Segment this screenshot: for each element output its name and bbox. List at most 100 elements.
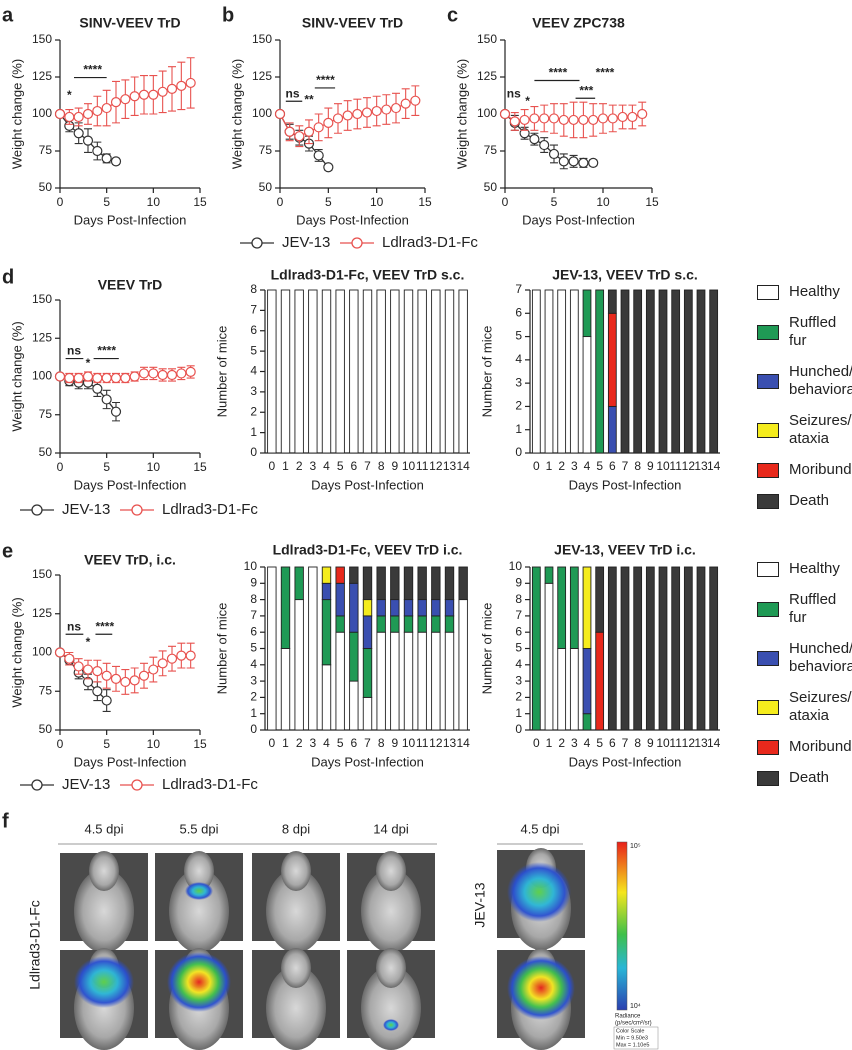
y-tick-label: 125 [252,69,272,83]
data-point [120,676,131,688]
legend-item: Hunched/ behavioral [757,640,852,676]
x-tick-label: 5 [337,459,344,473]
y-tick-label: 50 [39,445,53,459]
legend-swatch [757,650,779,666]
bar-segment [582,566,592,649]
bar-segment [267,289,277,454]
bar-segment [645,566,655,731]
bar-segment [607,312,617,407]
bar-segment [403,566,414,601]
legend-swatch [757,601,779,617]
data-point [390,102,402,114]
data-point [138,89,150,100]
data-point [110,406,122,417]
data-point [342,110,353,121]
x-tick-label: 7 [364,736,371,750]
x-tick-label: 3 [309,459,316,473]
bar-segment [335,631,345,731]
legend-label: Hunched/ behavioral [789,640,852,675]
y-tick-label: 7 [250,608,257,622]
data-point [400,98,411,109]
x-tick-label: 5 [103,460,110,474]
x-tick-label: 6 [350,459,357,473]
y-tick-label: 2 [515,690,522,704]
x-tick-label: 10 [402,736,416,750]
bar-segment [458,566,468,601]
y-axis-label: Number of mice [214,603,229,695]
annotation: * [86,635,91,649]
data-point [185,77,196,89]
bar-segment [403,631,414,731]
x-tick-label: 10 [147,737,161,751]
data-point [371,105,382,117]
bar-segment [362,566,373,601]
x-tick-label: 7 [622,459,629,473]
signal [383,1019,399,1031]
y-tick-label: 5 [250,343,257,357]
bar-segment [582,648,592,715]
bar-segment [362,615,373,649]
bar-segment [658,289,668,454]
data-point [129,91,140,102]
y-axis-label: Number of mice [214,326,229,418]
x-tick-label: 11 [669,459,682,473]
colorbar-title: Radiance [615,1014,641,1020]
x-tick-label: 14 [707,459,721,473]
bar-segment [294,566,304,601]
legend-swatch [757,422,779,438]
data-point [303,126,315,137]
y-axis-label: Number of mice [479,326,494,418]
colorbar-box [613,1026,659,1050]
x-axis-label: Days Post-Infection [296,212,409,227]
x-tick-label: 0 [277,195,284,209]
x-tick-label: 12 [682,736,696,750]
annotation: **** [83,63,102,77]
legend: Healthy Ruffled fur Hunched/ behavioral Sei… [757,560,852,787]
mouse-head [376,948,406,988]
signal [507,862,571,922]
column-label: 4.5 dpi [520,821,559,836]
data-point [82,135,94,146]
bar-segment [390,615,400,633]
legend-marker [31,779,43,791]
legend-marker [131,779,143,791]
annotation: ns [67,344,81,358]
bar-segment [308,289,318,454]
x-tick-label: 10 [147,195,161,209]
annotation: ** [304,92,314,106]
x-tick-label: 10 [147,460,161,474]
bar-segment [280,648,291,731]
data-point [129,675,140,686]
legend-item: Moribund [757,461,852,479]
data-point [120,372,131,384]
data-point [499,108,511,120]
data-point [185,650,196,661]
bar-segment [349,631,359,682]
y-tick-label: 75 [484,143,498,157]
chart-title: VEEV TrD [98,277,163,293]
x-tick-label: 1 [282,736,289,750]
bar-segment [709,566,719,731]
data-point [101,153,112,164]
signal [167,952,231,1012]
legend-label: Ldlrad3-D1-Fc [382,234,478,251]
data-point [539,113,550,124]
bar-segment [544,566,554,584]
data-point [568,114,579,126]
y-tick-label: 3 [250,673,257,687]
legend-label: Ruffled fur [789,591,837,626]
data-point [176,368,187,379]
bar-segment [431,289,441,454]
bar-segment [403,615,414,633]
column-label: 5.5 dpi [179,821,218,836]
x-tick-label: 5 [596,459,603,473]
bar-segment [557,566,567,649]
chart-title: JEV-13, VEEV TrD s.c. [552,267,698,283]
x-tick-label: 8 [378,459,385,473]
data-point [539,139,550,151]
data-point [82,664,94,675]
x-axis-label: Days Post-Infection [569,754,682,769]
panel-label: b [222,4,234,26]
x-tick-label: 12 [429,459,443,473]
mouse-head [184,851,214,891]
